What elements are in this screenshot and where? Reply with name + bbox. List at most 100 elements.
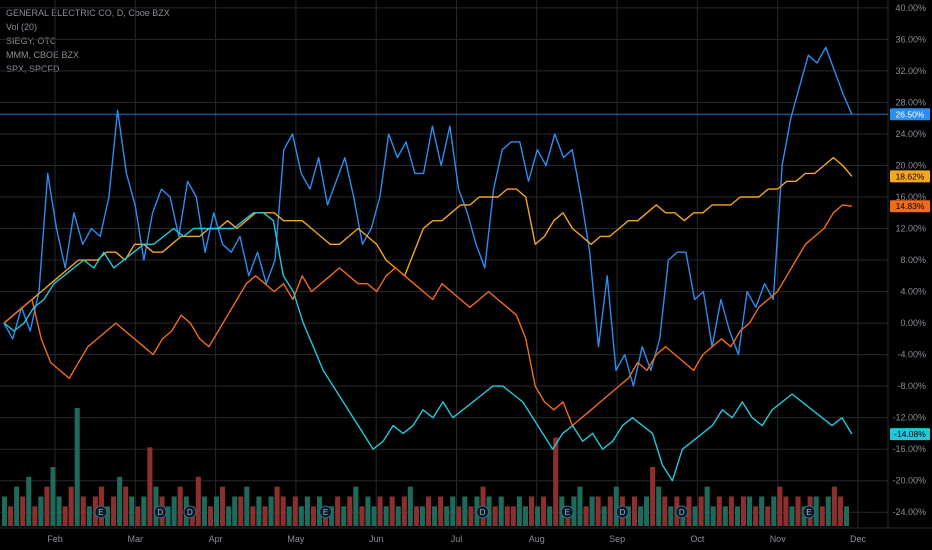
volume-bar [44, 486, 50, 526]
volume-bar [740, 496, 747, 526]
event-marker [560, 505, 574, 519]
legend-volume[interactable]: Vol (20) [6, 22, 38, 32]
x-tick-label: Mar [128, 534, 144, 544]
event-marker [802, 505, 816, 519]
volume-bar [20, 496, 26, 526]
event-marker [475, 505, 489, 519]
volume-bar [438, 496, 444, 526]
y-tick-label: 0.00% [900, 318, 926, 328]
volume-bar [843, 506, 849, 526]
volume-bar [201, 496, 207, 526]
event-marker-label: E [565, 508, 570, 517]
volume-bar [274, 486, 280, 526]
y-tick-label: 8.00% [900, 255, 926, 265]
volume-bar [722, 506, 728, 526]
volume-bar [583, 506, 589, 526]
volume-bar [510, 506, 516, 526]
volume-bar [220, 486, 226, 526]
y-tick-label: 20.00% [895, 160, 926, 170]
y-tick-label: -20.00% [892, 476, 926, 486]
volume-bar [268, 496, 274, 526]
volume-bar [310, 506, 316, 526]
volume-bar [432, 506, 438, 526]
volume-bar [383, 506, 389, 526]
volume-bar [686, 496, 692, 526]
volume-bar [153, 486, 159, 526]
volume-bar [662, 496, 668, 526]
volume-bar [286, 506, 292, 526]
volume-bar [650, 467, 656, 526]
volume-bar [207, 506, 213, 526]
volume-bar [789, 506, 795, 526]
volume-bar [631, 496, 637, 526]
volume-bar [165, 506, 171, 526]
y-tick-label: -8.00% [897, 381, 926, 391]
volume-bar [353, 486, 359, 526]
volume-bar [837, 496, 843, 526]
volume-bar [50, 467, 56, 526]
volume-bar [759, 496, 765, 526]
x-tick-label: Nov [770, 534, 787, 544]
volume-bar [426, 496, 432, 526]
volume-bar [704, 486, 710, 526]
volume-bar [413, 506, 419, 526]
volume-bar [377, 496, 383, 526]
event-marker-label: E [806, 508, 811, 517]
volume-bar [601, 506, 607, 526]
last-value-label: -14.08% [894, 429, 926, 439]
volume-bar [656, 486, 662, 526]
series-line-2 [3, 204, 853, 427]
last-value-tag [890, 200, 930, 213]
y-tick-label: -12.00% [892, 413, 926, 423]
volume-bar [38, 496, 44, 526]
volume-bar [553, 437, 559, 526]
volume-bar [535, 506, 541, 526]
volume-bar [771, 496, 777, 526]
event-marker-label: D [480, 508, 486, 517]
x-tick-label: Oct [690, 534, 705, 544]
volume-bar [644, 496, 650, 526]
legend-main-symbol[interactable]: GENERAL ELECTRIC CO, D, Cboe BZX [6, 8, 170, 18]
volume-bar [444, 506, 450, 526]
legend-siegy[interactable]: SIEGY, OTC [6, 36, 57, 46]
volume-bar [365, 496, 371, 526]
volume-bar [607, 496, 613, 526]
volume-bar [371, 506, 377, 526]
volume-bar [498, 496, 504, 526]
x-tick-label: Dec [850, 534, 867, 544]
event-marker [183, 505, 197, 519]
last-value-label: 26.50% [896, 109, 925, 119]
volume-bar [825, 496, 831, 526]
volume-bar [504, 506, 510, 526]
y-tick-label: -4.00% [897, 350, 926, 360]
volume-bar [147, 447, 153, 526]
volume-bar [298, 506, 304, 526]
event-marker [319, 505, 333, 519]
volume-bar [86, 506, 92, 526]
volume-bar [450, 496, 456, 526]
x-tick-label: Jul [451, 534, 463, 544]
legend-mmm[interactable]: MMM, CBOE BZX [6, 50, 80, 60]
y-tick-label: 24.00% [895, 129, 926, 139]
volume-bar [56, 496, 62, 526]
volume-bar [486, 496, 492, 526]
volume-bar [104, 506, 111, 526]
y-tick-label: -24.00% [892, 507, 926, 517]
volume-bar [244, 486, 250, 526]
series-line-1 [3, 156, 853, 324]
volume-bar [195, 476, 201, 526]
volume-bar [813, 496, 819, 526]
event-marker [675, 505, 689, 519]
series-line-3 [3, 212, 853, 482]
legend-spx[interactable]: SPX, SPCFD [6, 64, 60, 74]
volume-bar [777, 486, 783, 526]
event-marker-label: D [157, 508, 163, 517]
volume-bar [589, 496, 595, 526]
volume-bar [462, 496, 468, 526]
volume-bar [728, 496, 734, 526]
x-tick-label: Aug [529, 534, 545, 544]
x-tick-label: Apr [209, 534, 223, 544]
event-marker [153, 505, 167, 519]
volume-bar [214, 496, 220, 526]
